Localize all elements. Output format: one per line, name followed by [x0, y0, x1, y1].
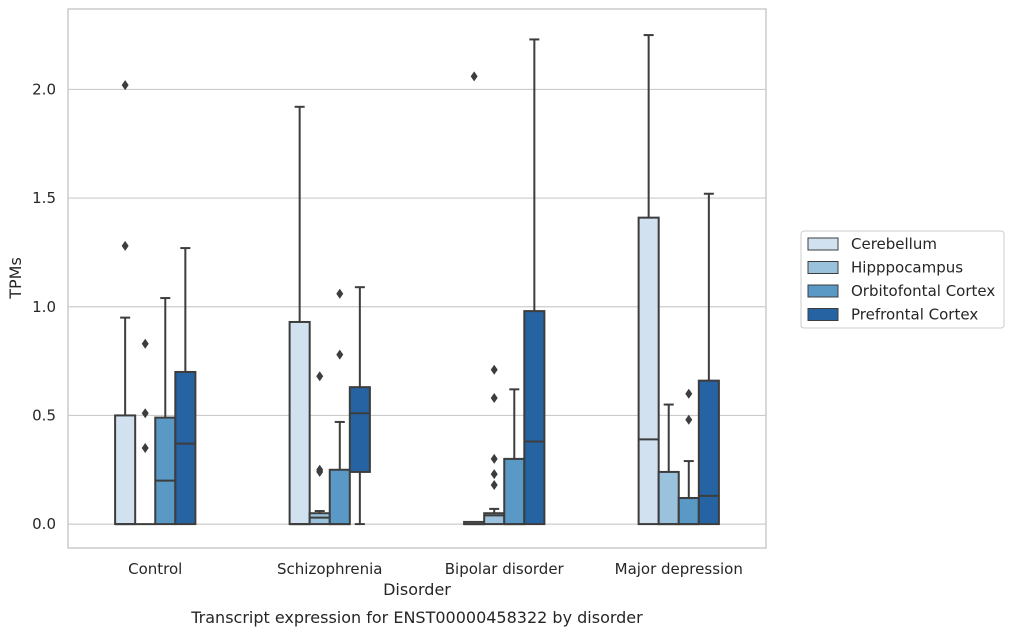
box-hipppocampus [308, 371, 331, 526]
box-hipppocampus [483, 364, 506, 526]
box-body [174, 370, 197, 526]
legend-label: Prefrontal Cortex [851, 306, 978, 324]
x-tick-label: Major depression [615, 560, 743, 578]
legend-label: Hipppocampus [851, 259, 963, 277]
plot-frame [67, 8, 767, 549]
legend-swatch [807, 284, 839, 298]
outlier-point [490, 364, 498, 375]
y-tick-label: 1.5 [32, 189, 56, 207]
box-body [348, 386, 371, 473]
outlier-point [141, 338, 149, 349]
y-tick-label: 0.0 [32, 515, 56, 533]
y-tick-label: 1.0 [32, 298, 56, 316]
outlier-point [470, 71, 478, 82]
box-orbitofontal-cortex [503, 388, 526, 526]
box-orbitofontal-cortex [154, 297, 177, 526]
legend-label: Cerebellum [851, 235, 937, 253]
outlier-point [336, 349, 344, 360]
outlier-point [316, 464, 324, 475]
box-body [657, 470, 680, 526]
box-body [697, 379, 720, 526]
outlier-point [141, 408, 149, 419]
box-layer [114, 34, 720, 526]
outlier-point [141, 443, 149, 454]
y-tick-label: 0.5 [32, 406, 56, 424]
outlier-point [490, 479, 498, 490]
box-prefrontal-cortex [697, 192, 720, 526]
box-cerebellum [637, 34, 660, 526]
x-tick-labels: Control Schizophrenia Bipolar disorder Majo… [128, 560, 743, 578]
box-body [308, 512, 331, 526]
outlier-point [685, 414, 693, 425]
box-body [114, 414, 137, 526]
y-tick-label: 2.0 [32, 80, 56, 98]
x-tick-label: Schizophrenia [277, 560, 382, 578]
box-orbitofontal-cortex [677, 388, 700, 526]
box-body [328, 468, 351, 526]
y-axis-label: TPMs [6, 257, 25, 300]
box-hipppocampus [657, 403, 680, 526]
box-body [523, 310, 546, 526]
box-prefrontal-cortex [348, 286, 371, 526]
outlier-point [121, 240, 129, 251]
box-hipppocampus [135, 338, 156, 526]
box-body [637, 216, 660, 526]
outlier-point [490, 453, 498, 464]
box-body [154, 416, 177, 526]
legend-items: Cerebellum Hipppocampus Orbitofontal Corte… [807, 235, 995, 324]
y-tick-labels: 0.0 0.5 1.0 1.5 2.0 [32, 80, 56, 533]
outlier-point [685, 388, 693, 399]
legend-frame [800, 230, 1005, 329]
x-tick-label: Bipolar disorder [445, 560, 565, 578]
box-body [677, 497, 700, 526]
box-body [503, 457, 526, 526]
legend-label: Orbitofontal Cortex [851, 282, 995, 300]
outlier-point [316, 371, 324, 382]
chart-caption: Transcript expression for ENST0000045832… [190, 608, 643, 627]
x-axis-label: Disorder [383, 580, 451, 599]
outlier-point [490, 393, 498, 404]
legend-swatch [807, 308, 839, 321]
outlier-point [490, 469, 498, 480]
legend-swatch [807, 237, 839, 251]
box-prefrontal-cortex [174, 247, 197, 526]
outlier-point [121, 80, 129, 91]
box-cerebellum [463, 71, 486, 526]
box-orbitofontal-cortex [328, 288, 351, 526]
legend-swatch [807, 261, 839, 274]
box-cerebellum [114, 80, 137, 526]
box-cerebellum [288, 105, 311, 526]
legend: Cerebellum Hipppocampus Orbitofontal Corte… [800, 230, 1005, 329]
outlier-point [336, 288, 344, 299]
x-tick-label: Control [128, 560, 182, 578]
box-body [288, 320, 311, 526]
box-prefrontal-cortex [523, 38, 546, 526]
